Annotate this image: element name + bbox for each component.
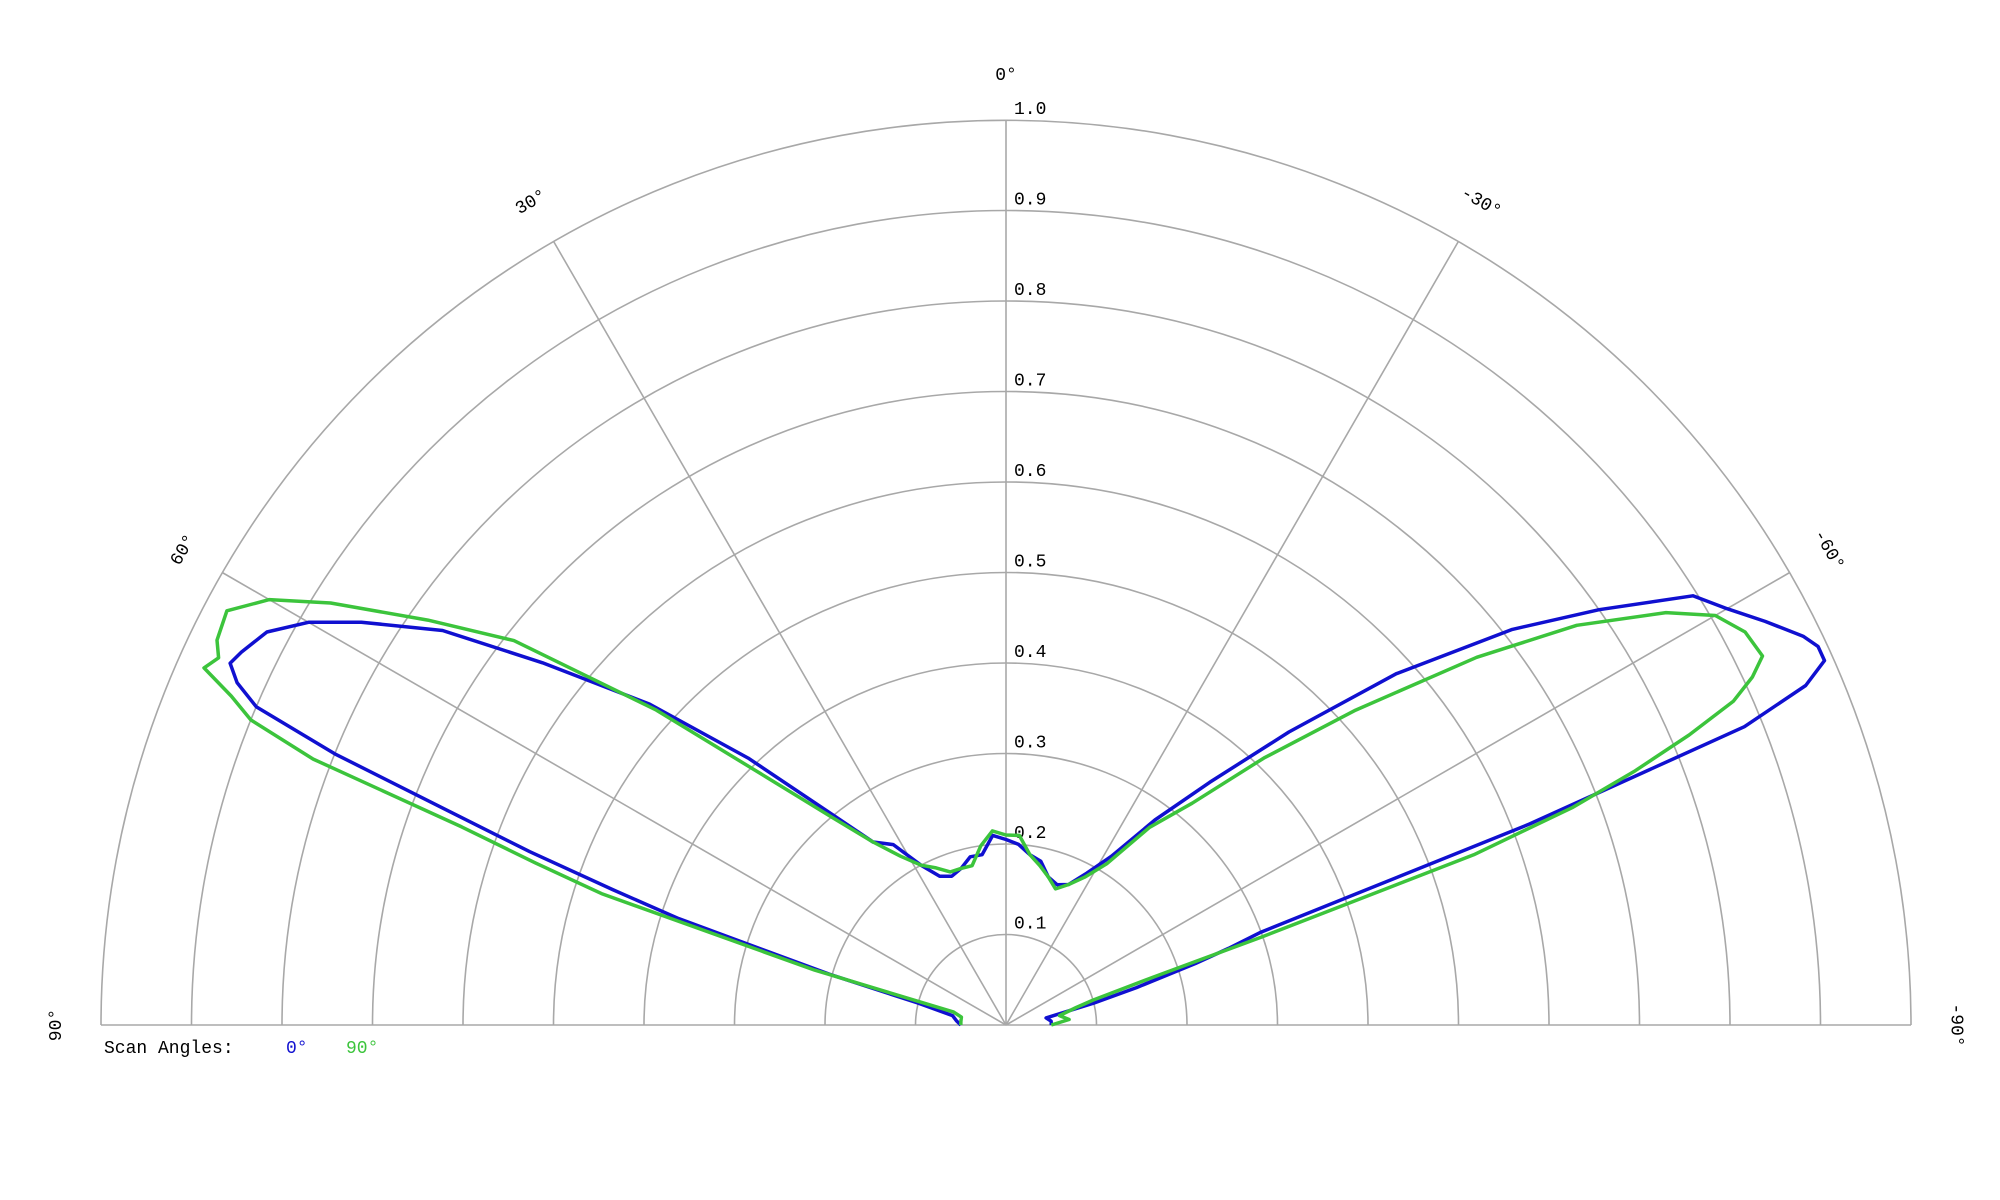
r-tick-label: 0.4 — [1014, 643, 1046, 663]
series-line — [228, 594, 1827, 1027]
r-tick-label: 0.8 — [1014, 281, 1046, 301]
legend-entry: 90° — [346, 1039, 378, 1059]
theta-tick-label: 60° — [167, 531, 201, 569]
grid-spoke — [552, 240, 1007, 1026]
series-line — [202, 597, 1765, 1027]
r-tick-label: 0.5 — [1014, 553, 1046, 573]
theta-tick-label: -90° — [1945, 1003, 1965, 1046]
r-tick-label: 1.0 — [1014, 100, 1046, 120]
theta-tick-label: 90° — [47, 1009, 67, 1041]
grid-spoke — [1005, 240, 1460, 1026]
r-tick-label: 0.9 — [1014, 191, 1046, 211]
legend-entry: 0° — [286, 1039, 308, 1059]
r-tick-label: 0.6 — [1014, 462, 1046, 482]
theta-tick-label: -30° — [1457, 183, 1504, 222]
r-tick-label: 0.7 — [1014, 372, 1046, 392]
r-tick-label: 0.3 — [1014, 734, 1046, 754]
legend-title: Scan Angles: — [104, 1039, 234, 1059]
theta-tick-label: -60° — [1809, 527, 1848, 574]
grid-spoke — [221, 571, 1007, 1026]
r-tick-label: 0.1 — [1014, 915, 1046, 935]
theta-tick-label: 30° — [512, 186, 550, 220]
theta-tick-label: 0° — [995, 66, 1017, 86]
grid-spoke — [1005, 571, 1791, 1026]
